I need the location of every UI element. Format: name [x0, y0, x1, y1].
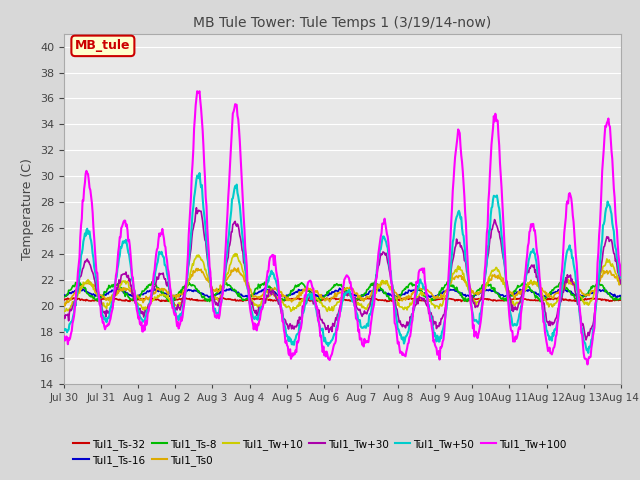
Tul1_Ts-32	[617, 297, 625, 303]
Line: Tul1_Tw+100: Tul1_Tw+100	[64, 91, 621, 364]
Tul1_Ts-8	[127, 297, 135, 302]
Tul1_Ts-16	[617, 294, 625, 300]
Tul1_Ts-16	[214, 291, 221, 297]
Tul1_Tw+30	[193, 205, 200, 211]
Tul1_Ts-16	[374, 285, 381, 291]
Tul1_Ts-8	[185, 279, 193, 285]
Line: Tul1_Ts-16: Tul1_Ts-16	[64, 288, 621, 298]
Tul1_Ts-32	[182, 295, 189, 300]
Tul1_Tw+50	[428, 313, 435, 319]
Tul1_Ts-8	[215, 287, 223, 293]
Title: MB Tule Tower: Tule Temps 1 (3/19/14-now): MB Tule Tower: Tule Temps 1 (3/19/14-now…	[193, 16, 492, 30]
Tul1_Ts-8	[412, 283, 419, 288]
Tul1_Ts-32	[383, 299, 391, 304]
Tul1_Ts-16	[127, 292, 135, 298]
Tul1_Tw+100	[60, 334, 68, 339]
Tul1_Ts-8	[70, 284, 78, 289]
Tul1_Tw+50	[617, 275, 625, 280]
Tul1_Tw+30	[127, 283, 135, 288]
Tul1_Ts-16	[184, 287, 192, 293]
Tul1_Ts-16	[412, 288, 419, 294]
Line: Tul1_Ts0: Tul1_Ts0	[64, 268, 621, 306]
Line: Tul1_Ts-8: Tul1_Ts-8	[64, 282, 621, 301]
Tul1_Ts-32	[428, 297, 436, 303]
Tul1_Ts0	[230, 265, 238, 271]
Tul1_Ts-16	[428, 293, 436, 299]
Tul1_Tw+50	[411, 300, 419, 305]
Tul1_Ts-16	[355, 295, 362, 300]
Tul1_Ts-8	[617, 295, 625, 300]
Tul1_Ts-8	[205, 299, 213, 304]
Tul1_Tw+30	[214, 303, 222, 309]
Tul1_Tw+50	[60, 326, 68, 332]
Tul1_Ts-32	[412, 297, 419, 302]
Tul1_Ts0	[428, 291, 436, 297]
Tul1_Tw+50	[214, 311, 222, 316]
Tul1_Ts0	[412, 286, 419, 291]
Tul1_Ts-16	[60, 293, 68, 299]
Tul1_Tw+100	[184, 252, 192, 258]
Tul1_Tw+50	[70, 310, 78, 315]
Tul1_Tw+10	[60, 309, 68, 314]
Tul1_Tw+50	[584, 350, 592, 356]
Tul1_Ts0	[128, 291, 136, 297]
Tul1_Tw+100	[428, 317, 435, 323]
Tul1_Ts0	[617, 280, 625, 286]
Tul1_Tw+50	[127, 268, 135, 274]
Text: MB_tule: MB_tule	[75, 39, 131, 52]
Tul1_Tw+30	[582, 337, 590, 343]
Tul1_Ts0	[185, 276, 193, 282]
Tul1_Ts-32	[60, 297, 68, 303]
Tul1_Tw+10	[412, 293, 419, 299]
Tul1_Tw+30	[428, 310, 435, 316]
Tul1_Tw+50	[184, 264, 192, 269]
Tul1_Tw+100	[196, 88, 204, 94]
Tul1_Tw+100	[411, 295, 419, 301]
Tul1_Tw+50	[196, 170, 204, 176]
Tul1_Ts-32	[185, 296, 193, 302]
Tul1_Ts0	[214, 289, 222, 295]
Tul1_Tw+10	[231, 251, 239, 256]
Tul1_Tw+30	[60, 313, 68, 319]
Line: Tul1_Tw+10: Tul1_Tw+10	[64, 253, 621, 312]
Tul1_Ts-16	[70, 289, 78, 295]
Tul1_Ts-32	[214, 296, 222, 301]
Tul1_Tw+100	[584, 361, 591, 367]
Tul1_Ts-32	[70, 295, 78, 301]
Tul1_Tw+10	[70, 300, 78, 306]
Tul1_Ts0	[60, 301, 68, 307]
Tul1_Tw+10	[428, 301, 436, 307]
Line: Tul1_Tw+30: Tul1_Tw+30	[64, 208, 621, 340]
Tul1_Tw+10	[214, 295, 221, 301]
Tul1_Tw+10	[127, 286, 135, 292]
Tul1_Ts-32	[127, 298, 135, 303]
Tul1_Tw+30	[411, 303, 419, 309]
Tul1_Tw+100	[617, 273, 625, 278]
Legend: Tul1_Ts-32, Tul1_Ts-16, Tul1_Ts-8, Tul1_Ts0, Tul1_Tw+10, Tul1_Tw+30, Tul1_Tw+50,: Tul1_Ts-32, Tul1_Ts-16, Tul1_Ts-8, Tul1_…	[69, 435, 571, 470]
Tul1_Ts-8	[148, 279, 156, 285]
Tul1_Tw+100	[70, 313, 78, 319]
Line: Tul1_Tw+50: Tul1_Tw+50	[64, 173, 621, 353]
Line: Tul1_Ts-32: Tul1_Ts-32	[64, 298, 621, 301]
Tul1_Tw+100	[127, 263, 135, 269]
Y-axis label: Temperature (C): Temperature (C)	[22, 158, 35, 260]
Tul1_Tw+10	[323, 309, 331, 314]
Tul1_Tw+30	[70, 299, 78, 305]
Tul1_Tw+30	[617, 281, 625, 287]
Tul1_Ts-8	[60, 294, 68, 300]
Tul1_Tw+30	[184, 267, 192, 273]
Tul1_Ts-8	[428, 296, 436, 301]
Tul1_Ts0	[61, 303, 68, 309]
Tul1_Tw+10	[184, 280, 192, 286]
Tul1_Tw+10	[617, 281, 625, 287]
Tul1_Ts0	[71, 290, 79, 296]
Tul1_Tw+100	[214, 313, 222, 319]
